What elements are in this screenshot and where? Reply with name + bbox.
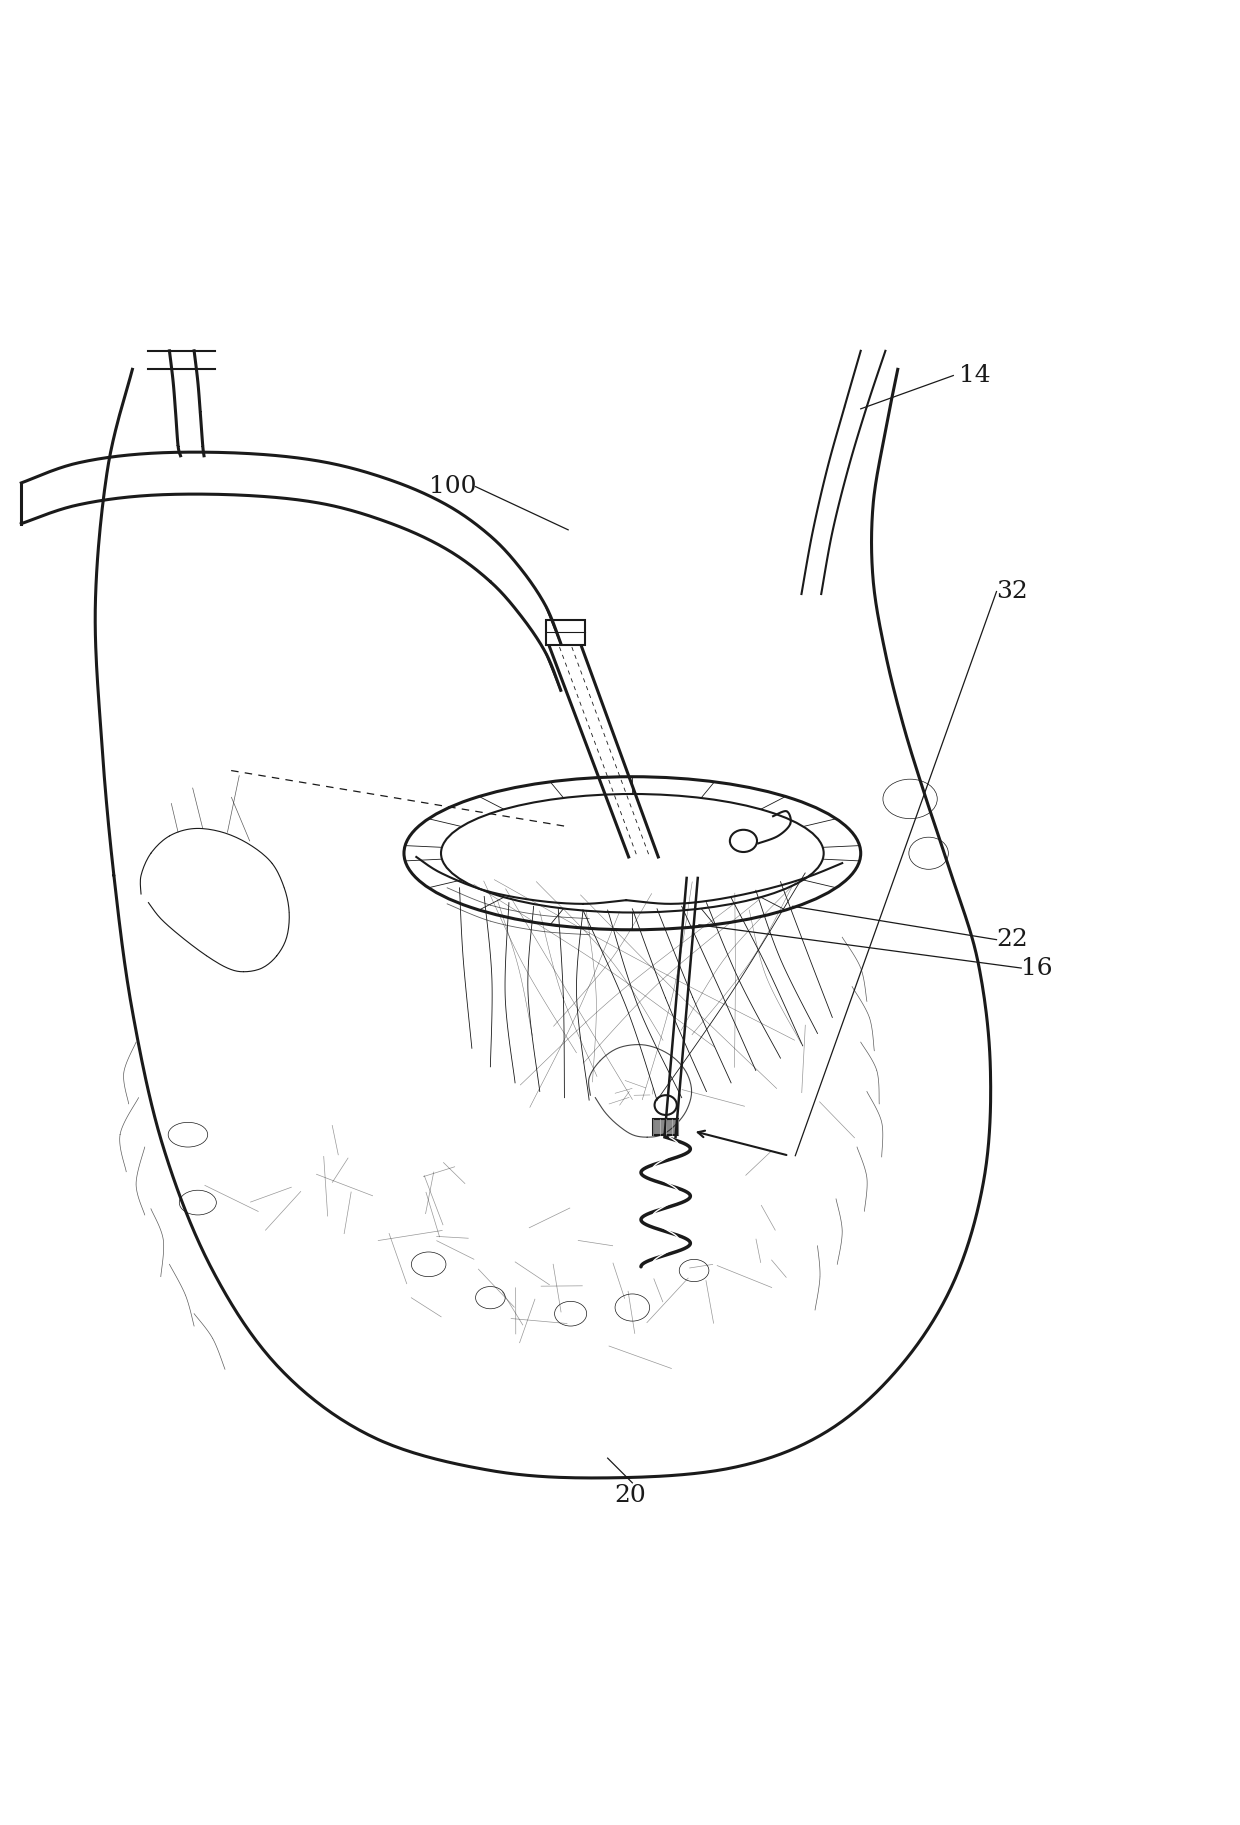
Text: 20: 20 <box>614 1484 646 1507</box>
Text: 14: 14 <box>960 363 991 387</box>
Text: 100: 100 <box>429 474 476 498</box>
Text: 16: 16 <box>1022 956 1053 980</box>
Text: 22: 22 <box>997 929 1028 951</box>
Polygon shape <box>653 1119 678 1135</box>
Text: 32: 32 <box>997 580 1028 602</box>
